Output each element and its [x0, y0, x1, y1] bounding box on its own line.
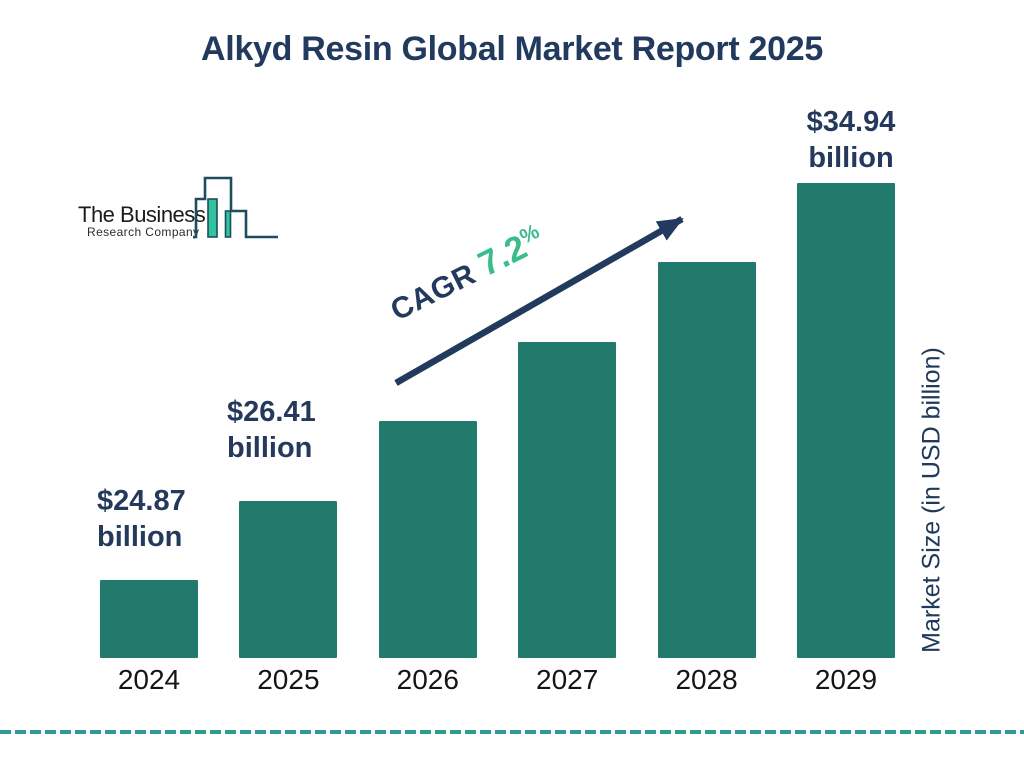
- logo-name-line1: The Business: [78, 202, 206, 227]
- x-axis-label-2024: 2024: [117, 664, 181, 695]
- x-axis-label-2026: 2026: [396, 664, 459, 695]
- bar-2024: [100, 580, 198, 658]
- cagr-annotation: CAGR7.2%: [382, 217, 551, 331]
- company-logo: The Business Research Company: [76, 174, 286, 246]
- x-axis-label-2028: 2028: [675, 664, 738, 695]
- x-axis-label-2029: 2029: [814, 664, 878, 695]
- bar-2028: [657, 262, 756, 658]
- bar-2026: [378, 421, 477, 658]
- bar-chart-logo-icon: [193, 176, 278, 239]
- x-axis-label-2027: 2027: [536, 664, 599, 695]
- bar-2029: [797, 183, 895, 658]
- bar-2027: [518, 341, 617, 658]
- logo-name-line2: Research Company: [87, 225, 200, 239]
- value-label-2029: $34.94 billion: [806, 106, 896, 174]
- dashed-divider-line: [0, 730, 1024, 734]
- cagr-label: CAGR: [385, 257, 482, 328]
- page-title: Alkyd Resin Global Market Report 2025: [201, 30, 823, 68]
- bar-2025: [239, 500, 338, 658]
- value-label-2025: $26.41 billion: [227, 396, 316, 464]
- value-label-2024: $24.87 billion: [97, 485, 186, 553]
- x-axis-label-2025: 2025: [257, 664, 320, 695]
- y-axis-label: Market Size (in USD billion): [917, 347, 946, 653]
